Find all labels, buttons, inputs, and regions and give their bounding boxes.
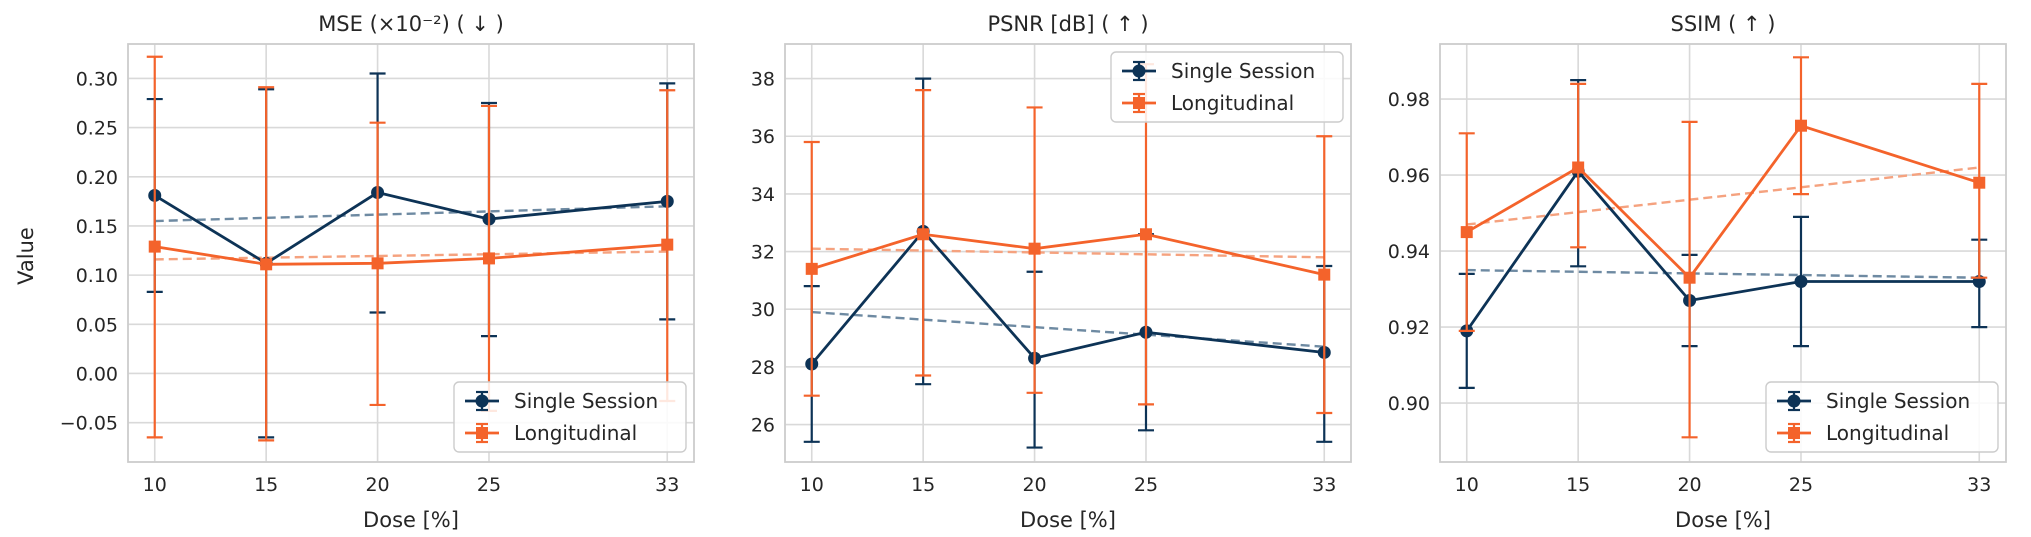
legend-label-longitudinal: Longitudinal <box>1171 91 1294 115</box>
legend-box <box>453 381 687 453</box>
x-tick-label: 33 <box>655 474 679 496</box>
chart-panel-2: 26 28 30 32 34 36 38 10 15 20 25 33 PSNR [dB] ( ↑ ) D… <box>751 12 1352 532</box>
x-axis-label: Dose [%] <box>1020 508 1116 532</box>
y-tick-label: 36 <box>751 126 775 148</box>
y-tick-label: 30 <box>751 299 775 321</box>
y-tick-label: −0.05 <box>60 413 118 435</box>
y-tick-label: 0.15 <box>76 216 118 238</box>
data-point-longitudinal <box>661 238 674 251</box>
figure-ylabel: Value <box>14 227 38 285</box>
chart-panel-1: −0.05 0.00 0.05 0.10 0.15 0.20 0.25 0.30 10 15 20 2… <box>60 12 695 532</box>
series-line-longitudinal <box>811 232 1325 276</box>
data-point-longitudinal <box>371 257 384 270</box>
y-tick-label: 0.98 <box>1388 89 1430 111</box>
x-tick-label: 25 <box>477 474 501 496</box>
chart-title: SSIM ( ↑ ) <box>1671 12 1776 36</box>
chart-title: MSE (×10⁻²) ( ↓ ) <box>318 12 504 36</box>
data-point-longitudinal <box>1794 119 1807 132</box>
legend-box <box>1765 381 1999 453</box>
data-point-longitudinal <box>805 262 818 275</box>
series-line-longitudinal <box>1466 124 1980 280</box>
x-axis-label: Dose [%] <box>1675 508 1771 532</box>
data-point-longitudinal <box>1139 228 1152 241</box>
data-point-longitudinal <box>1460 226 1473 239</box>
x-tick-label: 20 <box>1677 474 1701 496</box>
trend-line-single <box>1466 268 1980 279</box>
legend: Single Session Longitudinal <box>1110 51 1344 123</box>
data-point-longitudinal <box>1318 268 1331 281</box>
chart-title: PSNR [dB] ( ↑ ) <box>987 12 1148 36</box>
y-tick-label: 0.25 <box>76 118 118 140</box>
y-tick-label: 0.00 <box>76 363 118 385</box>
x-tick-label: 15 <box>1566 474 1590 496</box>
y-tick-label: 0.20 <box>76 167 118 189</box>
data-point-longitudinal <box>148 240 161 253</box>
legend-marker-longitudinal <box>1133 97 1145 109</box>
y-tick-label: 0.94 <box>1388 241 1430 263</box>
plot-frame <box>127 43 695 463</box>
x-tick-label: 33 <box>1967 474 1991 496</box>
y-tick-label: 0.92 <box>1388 317 1430 339</box>
data-point-longitudinal <box>1572 161 1585 174</box>
legend: Single Session Longitudinal <box>453 381 687 453</box>
data-point-longitudinal <box>1683 271 1696 284</box>
legend-label-single: Single Session <box>1171 59 1315 83</box>
y-tick-label: 0.90 <box>1388 393 1430 415</box>
legend-marker-longitudinal <box>476 427 488 439</box>
legend-label-single: Single Session <box>1826 389 1970 413</box>
x-tick-label: 20 <box>1022 474 1046 496</box>
legend-label-longitudinal: Longitudinal <box>514 421 637 445</box>
data-point-longitudinal <box>1973 176 1986 189</box>
legend-box <box>1110 51 1344 123</box>
y-tick-label: 32 <box>751 242 775 264</box>
trend-line-longitudinal <box>1466 166 1980 226</box>
y-tick-label: 34 <box>751 184 775 206</box>
x-tick-label: 10 <box>1455 474 1479 496</box>
y-tick-label: 0.10 <box>76 265 118 287</box>
data-point-single <box>1794 275 1808 288</box>
data-point-longitudinal <box>482 252 495 265</box>
legend-marker-single <box>1787 394 1801 408</box>
x-tick-label: 15 <box>254 474 278 496</box>
x-tick-label: 15 <box>911 474 935 496</box>
y-tick-label: 26 <box>751 415 775 437</box>
x-tick-label: 20 <box>365 474 389 496</box>
y-tick-label: 0.05 <box>76 314 118 336</box>
plot-frame <box>784 43 1352 463</box>
trend-line-longitudinal <box>154 250 668 261</box>
x-tick-label: 10 <box>800 474 824 496</box>
trend-line-single <box>811 310 1325 348</box>
data-point-longitudinal <box>917 228 930 241</box>
y-tick-label: 0.96 <box>1388 165 1430 187</box>
legend: Single Session Longitudinal <box>1765 381 1999 453</box>
x-tick-label: 25 <box>1134 474 1158 496</box>
x-tick-label: 33 <box>1312 474 1336 496</box>
data-point-longitudinal <box>260 258 273 271</box>
data-point-longitudinal <box>1028 242 1041 255</box>
y-tick-label: 28 <box>751 357 775 379</box>
legend-marker-single <box>475 394 489 408</box>
chart-panel-3: 0.90 0.92 0.94 0.96 0.98 10 15 20 25 33 SSIM ( ↑ )… <box>1388 12 2007 532</box>
x-tick-label: 10 <box>143 474 167 496</box>
legend-label-longitudinal: Longitudinal <box>1826 421 1949 445</box>
plot-frame <box>1439 43 2007 463</box>
legend-marker-longitudinal <box>1788 427 1800 439</box>
legend-marker-single <box>1132 64 1146 78</box>
x-axis-label: Dose [%] <box>363 508 459 532</box>
y-tick-label: 0.30 <box>76 68 118 90</box>
legend-label-single: Single Session <box>514 389 658 413</box>
y-tick-label: 38 <box>751 69 775 91</box>
x-tick-label: 25 <box>1789 474 1813 496</box>
